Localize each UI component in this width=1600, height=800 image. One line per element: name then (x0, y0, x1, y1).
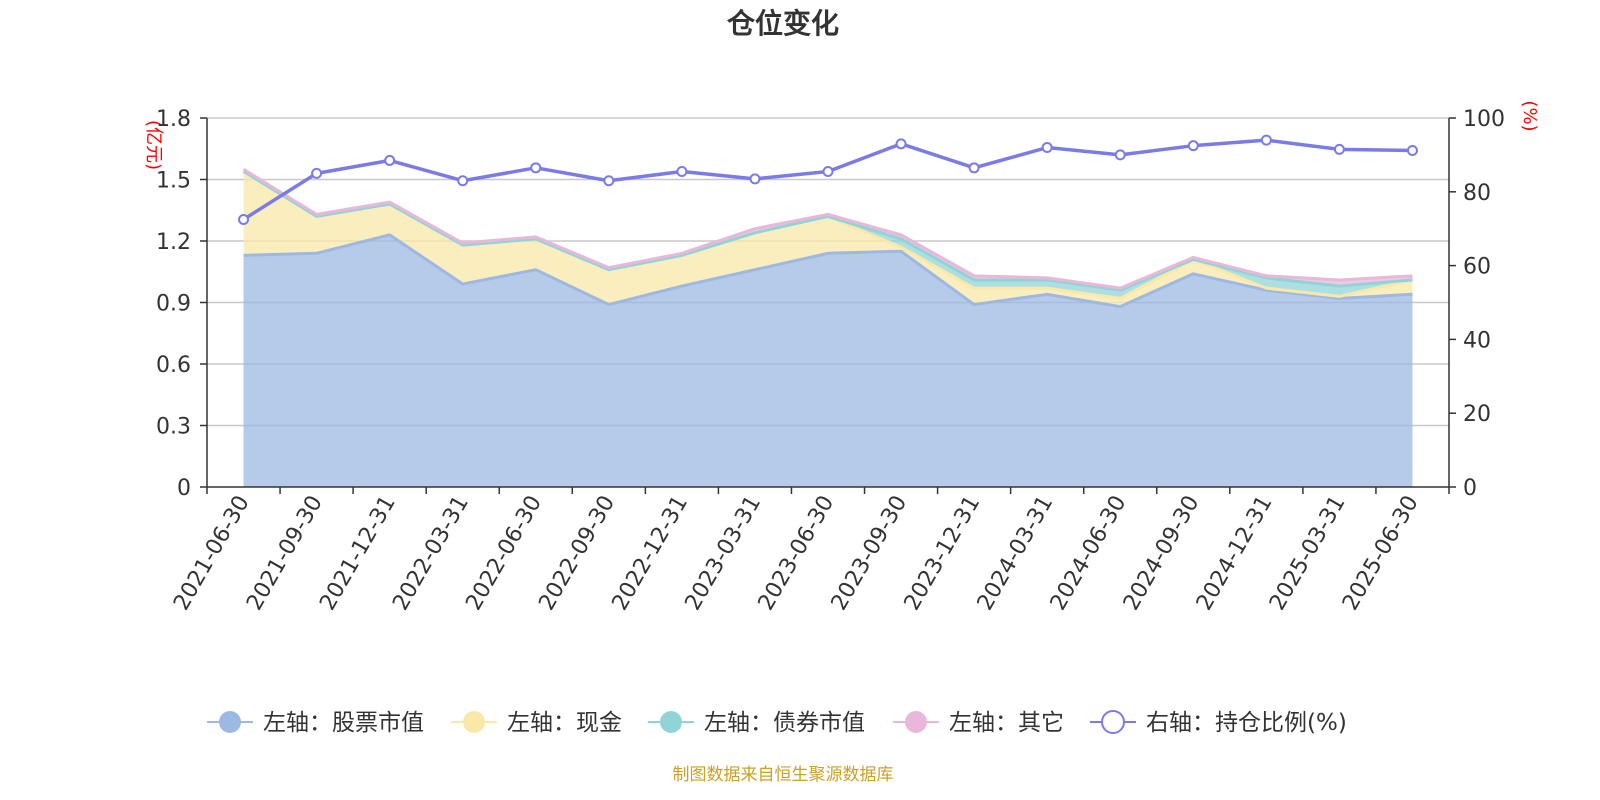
ratio-point (676, 166, 688, 178)
ratio-point (530, 162, 542, 174)
x-axis-tick-label: 2021-09-30 (242, 492, 328, 615)
legend-label: 左轴：其它 (949, 710, 1064, 736)
bond-value-area (243, 171, 1413, 299)
x-axis-tick-label: 2022-12-31 (607, 492, 693, 615)
ratio-point (1114, 149, 1126, 161)
cash-area (243, 171, 1413, 307)
ratio-point (822, 166, 834, 178)
legend-label: 左轴：现金 (507, 710, 622, 736)
ratio-point (1406, 144, 1418, 156)
left-axis-tick-label: 1.5 (156, 169, 191, 194)
ratio-point (1187, 140, 1199, 152)
left-axis-tick-label: 0.6 (156, 353, 191, 378)
ratio-point (1260, 134, 1272, 146)
legend-item: 左轴：现金 (451, 710, 622, 736)
ratio-point (457, 175, 469, 187)
right-axis-tick-label: 100 (1463, 107, 1505, 132)
ratio-point (895, 138, 907, 150)
left-axis-tick-label: 1.8 (156, 107, 191, 132)
right-axis-tick-label: 60 (1463, 255, 1491, 280)
left-axis-tick-label: 0.3 (156, 415, 191, 440)
x-axis-tick-label: 2022-06-30 (461, 492, 547, 615)
x-axis-tick-label: 2022-09-30 (534, 492, 620, 615)
legend-item: 左轴：其它 (893, 710, 1064, 736)
bond-value-area-edge (242, 170, 1413, 292)
right-axis-tick-label: 0 (1463, 476, 1477, 501)
left-axis-tick-label: 0.9 (156, 292, 191, 317)
other-area-edge (242, 167, 1413, 290)
left-axis-unit: (亿元) (143, 120, 164, 170)
right-axis-unit: (%) (1519, 100, 1540, 131)
left-axis-tick-label: 0 (177, 476, 191, 501)
x-axis-tick-label: 2025-03-31 (1265, 492, 1351, 615)
x-axis-tick-label: 2024-12-31 (1192, 492, 1278, 615)
legend-label: 右轴：持仓比例(%) (1146, 710, 1347, 736)
ratio-point (1041, 142, 1053, 154)
ratio-point (603, 175, 615, 187)
x-axis-tick-label: 2023-03-31 (681, 492, 767, 615)
ratio-point (311, 167, 323, 179)
x-axis-tick-label: 2021-12-31 (315, 492, 401, 615)
legend-marker (905, 711, 927, 733)
legend-marker (219, 711, 241, 733)
stock-value-area (243, 234, 1413, 487)
right-axis-tick-label: 80 (1463, 181, 1491, 206)
ratio-point (968, 162, 980, 174)
legend: 左轴：股票市值 左轴：现金 左轴：债券市值 左轴：其它 右轴：持仓比例(%) (207, 710, 1347, 736)
chart-title: 仓位变化 (727, 7, 839, 40)
legend-item: 右轴：持仓比例(%) (1090, 710, 1347, 736)
legend-label: 左轴：债券市值 (704, 710, 865, 736)
x-axis-tick-label: 2023-12-31 (900, 492, 986, 615)
x-axis-tick-label: 2023-09-30 (827, 492, 913, 615)
x-axis-tick-label: 2022-03-31 (388, 492, 474, 615)
legend-marker (463, 711, 485, 733)
ratio-point (238, 213, 250, 225)
legend-item: 左轴：债券市值 (648, 710, 865, 736)
right-axis-tick-label: 20 (1463, 402, 1491, 427)
area-series (242, 167, 1413, 487)
ratio-line-series (238, 134, 1418, 225)
x-axis-tick-label: 2023-06-30 (754, 492, 840, 615)
right-axis-tick-label: 40 (1463, 328, 1491, 353)
left-axis-tick-label: 1.2 (156, 230, 191, 255)
legend-marker (660, 711, 682, 733)
ratio-point (1333, 143, 1345, 155)
x-axis-tick-label: 2024-09-30 (1119, 492, 1205, 615)
x-axis-tick-label: 2021-06-30 (169, 492, 255, 615)
x-axis-tick-label: 2024-06-30 (1046, 492, 1132, 615)
legend-label: 左轴：股票市值 (263, 710, 424, 736)
ratio-point (749, 173, 761, 185)
data-source-note: 制图数据来自恒生聚源数据库 (673, 765, 894, 785)
legend-marker (1101, 710, 1125, 734)
stock-value-area-edge (243, 233, 1413, 309)
ratio-point (384, 154, 396, 166)
legend-item: 左轴：股票市值 (207, 710, 424, 736)
x-axis-tick-label: 2024-03-31 (973, 492, 1059, 615)
x-axis-tick-label: 2025-06-30 (1338, 492, 1424, 615)
